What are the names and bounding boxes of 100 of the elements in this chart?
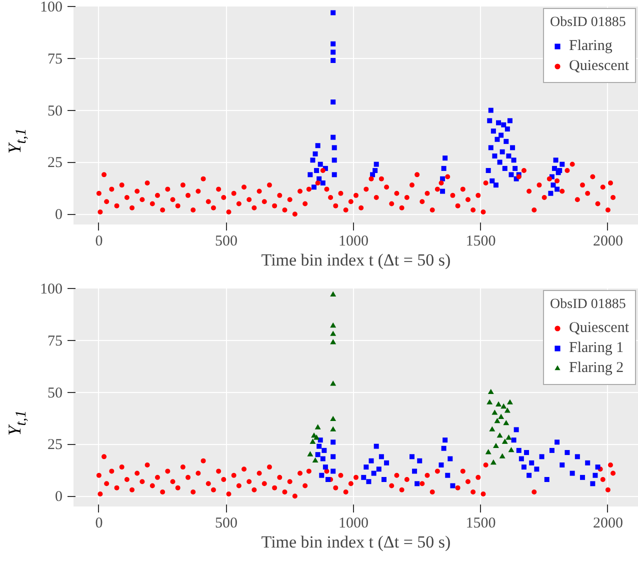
x-axis-title: Time bin index t (Δt = 50 s) (261, 250, 451, 270)
point (564, 450, 570, 456)
point (368, 458, 374, 464)
y-tick-label: 75 (48, 51, 62, 68)
point (488, 145, 494, 150)
point (487, 118, 492, 124)
point (508, 446, 514, 452)
point (592, 472, 598, 478)
point (442, 156, 448, 161)
y-tick-label: 0 (55, 489, 62, 506)
point (320, 180, 326, 186)
point (320, 456, 326, 462)
point (441, 166, 446, 171)
point (501, 122, 506, 128)
point (489, 426, 496, 432)
y-tick-label: 25 (48, 437, 62, 454)
point (330, 10, 336, 16)
point (417, 458, 422, 464)
point (490, 459, 496, 465)
x-tick-label: 1500 (466, 234, 496, 250)
legend-label: Flaring 1 (569, 340, 624, 356)
point (441, 446, 446, 451)
legend-label: Flaring (569, 38, 612, 54)
point (554, 440, 560, 445)
y-tick-label: 50 (48, 103, 62, 120)
point (448, 456, 453, 462)
point (314, 434, 320, 440)
x-tick-label: 500 (214, 516, 238, 532)
point (330, 468, 336, 474)
point (322, 464, 328, 470)
point (544, 477, 550, 482)
point (314, 424, 321, 430)
point (330, 330, 336, 336)
point (438, 462, 444, 468)
legend-label: Flaring 2 (569, 360, 624, 376)
x-tick-label: 2000 (592, 234, 623, 250)
point (500, 149, 505, 154)
point (539, 454, 544, 460)
point (381, 477, 386, 482)
point (492, 153, 498, 158)
y-tick-label: 75 (48, 333, 62, 350)
legend-title: ObsID 01885 (550, 15, 627, 31)
point (330, 416, 336, 422)
point (330, 380, 336, 386)
point (361, 474, 366, 480)
point (504, 138, 509, 144)
point (504, 408, 510, 413)
point (496, 120, 502, 126)
point (493, 182, 498, 188)
point (332, 158, 337, 163)
x-axis-title: Time bin index t (Δt = 50 s) (261, 532, 451, 552)
point (526, 472, 532, 478)
point (549, 448, 554, 453)
y-tick-label: 0 (55, 207, 62, 224)
point (488, 108, 494, 113)
point (554, 186, 560, 192)
point (490, 178, 495, 184)
point (374, 162, 379, 167)
point (412, 468, 418, 474)
point (316, 444, 322, 449)
x-tick-label: 0 (95, 516, 103, 532)
point (319, 472, 324, 478)
point (580, 474, 586, 480)
point (318, 162, 323, 167)
point (590, 481, 596, 486)
point (506, 153, 512, 158)
point (550, 182, 556, 188)
point (326, 477, 331, 482)
point (521, 464, 526, 470)
point (312, 184, 317, 190)
point (485, 449, 492, 454)
y-tick-label: 100 (40, 0, 62, 16)
point (374, 444, 379, 449)
point (502, 438, 508, 444)
point (330, 100, 336, 105)
x-tick-label: 0 (95, 234, 103, 250)
point (332, 145, 337, 150)
point (442, 438, 448, 443)
point (330, 454, 336, 460)
x-tick-label: 1000 (338, 234, 368, 250)
point (312, 457, 318, 463)
point (585, 460, 590, 466)
point (371, 470, 376, 476)
point (330, 322, 336, 328)
point (548, 190, 554, 196)
point (310, 438, 316, 444)
point (486, 168, 491, 174)
point (330, 426, 336, 432)
point (506, 399, 513, 404)
point (372, 168, 378, 174)
point (516, 448, 522, 453)
point (318, 438, 323, 443)
point (322, 448, 327, 453)
point (508, 172, 514, 178)
point (332, 172, 337, 178)
point (450, 483, 456, 488)
point (378, 454, 384, 460)
point (496, 401, 502, 406)
point (330, 134, 336, 140)
point (364, 464, 369, 470)
